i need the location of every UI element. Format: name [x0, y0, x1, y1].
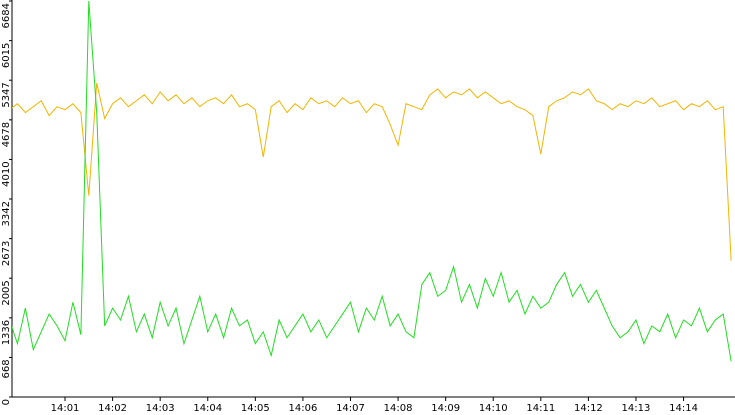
- y-tick-label: 6015: [1, 43, 12, 68]
- plot-area: [12, 0, 732, 362]
- x-tick-label: 14:01: [51, 403, 80, 414]
- y-tick-label: 2673: [1, 241, 12, 266]
- x-tick-label: 14:03: [146, 403, 175, 414]
- y-tick-label: 2005: [1, 280, 12, 305]
- y-tick-label: 0: [1, 399, 12, 405]
- x-tick-label: 14:04: [193, 403, 222, 414]
- x-tick-label: 14:02: [98, 403, 127, 414]
- x-tick-label: 14:07: [336, 403, 365, 414]
- series-line: [12, 0, 732, 362]
- y-tick-label: 6684: [1, 3, 12, 28]
- series-line: [12, 82, 732, 261]
- x-tick-label: 14:10: [479, 403, 508, 414]
- y-tick-label: 3342: [1, 201, 12, 226]
- x-tick-label: 14:13: [622, 403, 651, 414]
- x-tick-label: 14:08: [384, 403, 413, 414]
- x-tick-label: 14:14: [669, 403, 698, 414]
- y-tick-label: 4010: [1, 161, 12, 186]
- x-tick-label: 14:11: [526, 403, 555, 414]
- y-tick-label: 4678: [1, 122, 12, 147]
- x-tick-label: 14:12: [574, 403, 603, 414]
- y-tick-label: 5347: [1, 82, 12, 107]
- x-tick-label: 14:05: [241, 403, 270, 414]
- y-tick-label: 668: [1, 359, 12, 378]
- x-tick-label: 14:06: [288, 403, 317, 414]
- x-tick-label: 14:09: [431, 403, 460, 414]
- y-tick-label: 1336: [1, 320, 12, 345]
